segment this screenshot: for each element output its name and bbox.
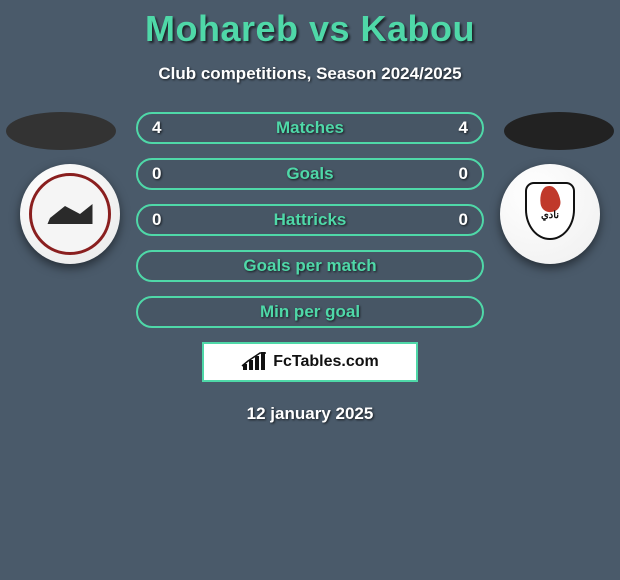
stat-row-goals-per-match: Goals per match <box>136 250 484 282</box>
stat-label: Goals <box>286 164 333 184</box>
left-shadow-ellipse <box>6 112 116 150</box>
brand-text: FcTables.com <box>273 353 379 371</box>
stat-row-goals: 0 Goals 0 <box>136 158 484 190</box>
stat-left-value: 0 <box>152 210 161 230</box>
stat-left-value: 0 <box>152 164 161 184</box>
stat-label: Min per goal <box>260 302 360 322</box>
team-right-badge: نادي <box>500 164 600 264</box>
stat-row-matches: 4 Matches 4 <box>136 112 484 144</box>
stat-left-value: 4 <box>152 118 161 138</box>
stat-right-value: 0 <box>459 164 468 184</box>
page-title: Mohareb vs Kabou <box>0 0 620 50</box>
team-right-badge-text: نادي <box>541 210 559 221</box>
stat-right-value: 4 <box>459 118 468 138</box>
team-left-badge <box>20 164 120 264</box>
flame-icon <box>538 185 561 214</box>
bar-chart-icon <box>241 352 267 372</box>
brand-box[interactable]: FcTables.com <box>202 342 418 382</box>
team-left-badge-icon <box>45 194 95 234</box>
right-shadow-ellipse <box>504 112 614 150</box>
subtitle: Club competitions, Season 2024/2025 <box>0 64 620 84</box>
stat-right-value: 0 <box>459 210 468 230</box>
date-label: 12 january 2025 <box>0 404 620 424</box>
stat-label: Matches <box>276 118 344 138</box>
stats-area: نادي 4 Matches 4 0 Goals 0 0 Hattricks 0… <box>0 112 620 382</box>
stat-row-min-per-goal: Min per goal <box>136 296 484 328</box>
stat-row-hattricks: 0 Hattricks 0 <box>136 204 484 236</box>
stat-label: Goals per match <box>243 256 376 276</box>
stat-label: Hattricks <box>274 210 347 230</box>
